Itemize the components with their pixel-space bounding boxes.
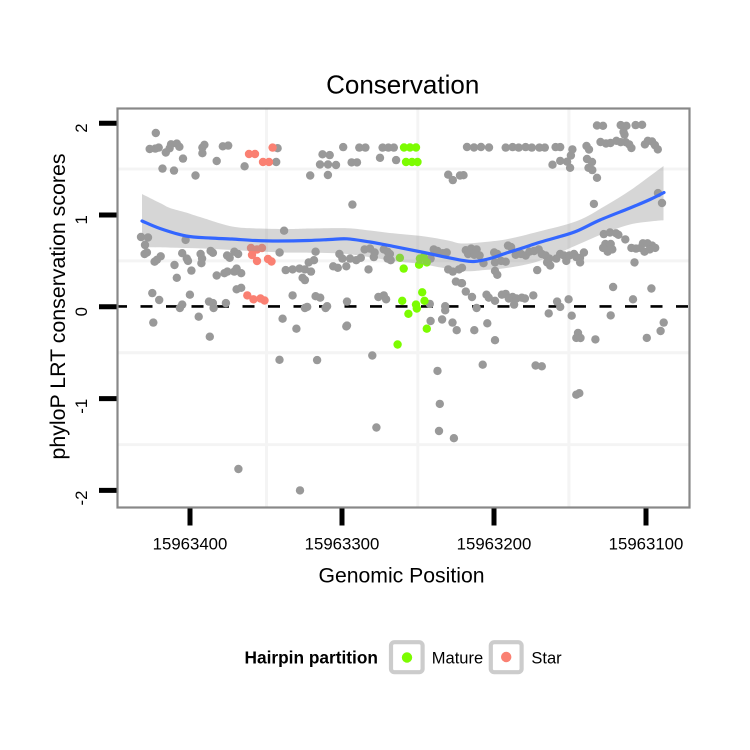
svg-text:Hairpin partition: Hairpin partition [245,647,378,667]
svg-text:2: 2 [72,123,91,132]
svg-text:Genomic Position: Genomic Position [318,564,484,587]
svg-text:15963400: 15963400 [153,535,228,554]
svg-text:0: 0 [72,307,91,316]
svg-text:15963200: 15963200 [457,535,532,554]
svg-text:-2: -2 [72,491,91,506]
svg-text:Conservation: Conservation [326,69,479,99]
svg-text:Star: Star [531,649,562,667]
svg-text:Mature: Mature [432,649,483,667]
svg-text:phyloP LRT conservation scores: phyloP LRT conservation scores [46,153,70,459]
svg-text:15963300: 15963300 [305,535,380,554]
svg-text:-1: -1 [72,399,91,414]
svg-text:15963100: 15963100 [609,535,684,554]
svg-text:1: 1 [72,215,91,224]
